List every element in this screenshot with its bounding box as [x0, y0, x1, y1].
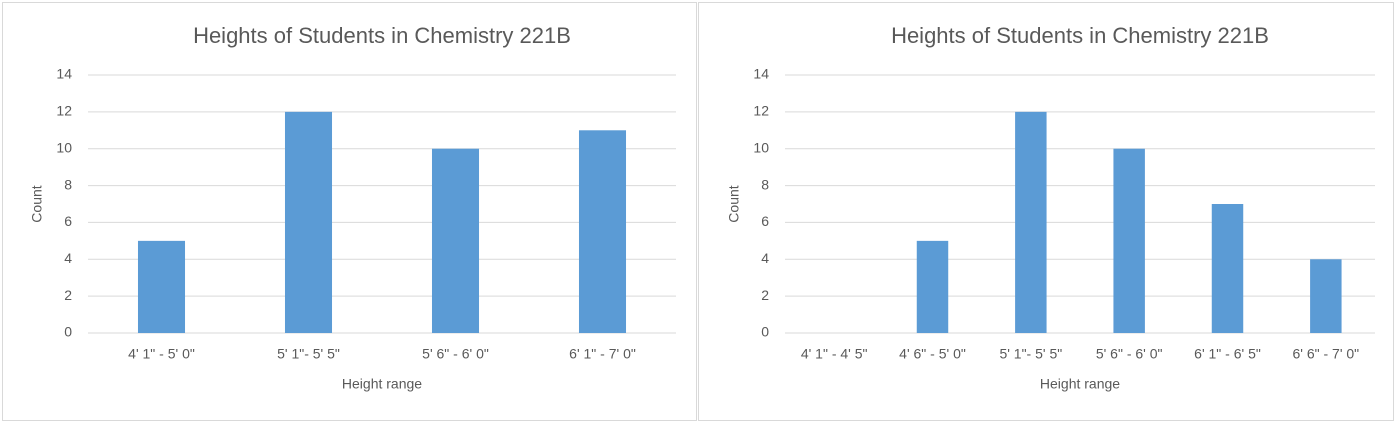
x-tick-label: 4' 1" - 5' 0": [128, 346, 195, 362]
x-tick-label: 6' 1" - 7' 0": [569, 346, 636, 362]
bar: [1015, 111, 1047, 333]
y-tick-label: 2: [64, 287, 72, 303]
bar: [1211, 204, 1244, 333]
x-axis-title: Height range: [1040, 376, 1120, 392]
y-tick-label: 8: [64, 176, 72, 192]
y-tick-label: 0: [761, 324, 769, 340]
y-axis-title: Count: [726, 185, 742, 222]
y-tick-label: 6: [761, 213, 769, 229]
y-tick-label: 2: [761, 287, 769, 303]
y-tick-label: 12: [56, 103, 72, 119]
y-tick-label: 14: [56, 66, 72, 82]
y-tick-label: 12: [753, 103, 769, 119]
bar: [137, 240, 186, 333]
y-tick-label: 6: [64, 213, 72, 229]
y-tick-label: 14: [753, 66, 769, 82]
bar: [1310, 259, 1342, 333]
chart-panel: Heights of Students in Chemistry 221B Hei…: [698, 2, 1394, 421]
x-tick-label: 5' 1"- 5' 5": [277, 346, 340, 362]
chart-panel: Heights of Students in Chemistry 221B Hei…: [2, 2, 697, 421]
x-tick-label: 4' 1" - 4' 5": [801, 346, 868, 362]
x-tick-label: 5' 1"- 5' 5": [999, 346, 1062, 362]
bar: [916, 240, 949, 333]
x-tick-label: 5' 6" - 6' 0": [422, 346, 489, 362]
y-tick-label: 4: [64, 250, 72, 266]
y-tick-label: 8: [761, 176, 769, 192]
y-tick-label: 4: [761, 250, 769, 266]
bar: [431, 148, 480, 333]
x-tick-label: 4' 6" - 5' 0": [899, 346, 966, 362]
bar: [1113, 148, 1145, 333]
x-tick-label: 6' 1" - 6' 5": [1194, 346, 1261, 362]
bar: [284, 111, 333, 333]
y-tick-label: 10: [753, 139, 769, 155]
bar: [578, 130, 627, 333]
x-tick-label: 6' 6" - 7' 0": [1293, 346, 1360, 362]
x-tick-label: 5' 6" - 6' 0": [1096, 346, 1163, 362]
x-axis-title: Height range: [342, 376, 422, 392]
chart-title: Heights of Students in Chemistry 221B: [193, 23, 571, 48]
y-tick-label: 0: [64, 324, 72, 340]
y-axis-title: Count: [29, 185, 45, 222]
y-tick-label: 10: [56, 139, 72, 155]
chart-title: Heights of Students in Chemistry 221B: [891, 23, 1269, 48]
